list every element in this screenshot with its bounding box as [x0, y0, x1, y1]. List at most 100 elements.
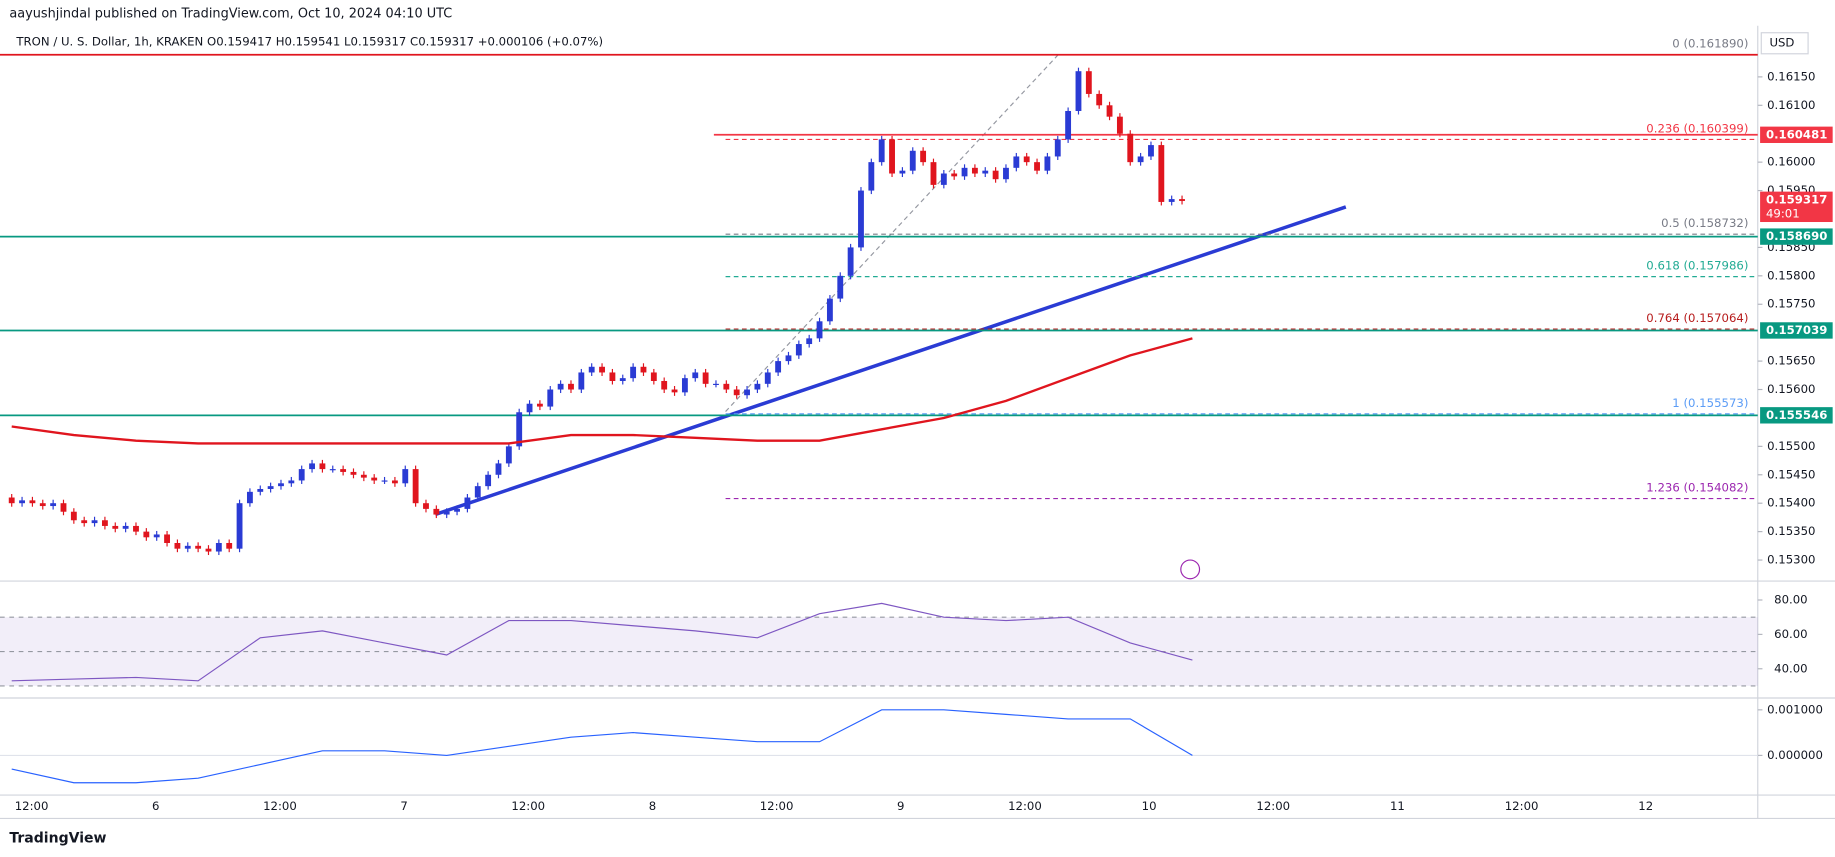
y-tick-label: 0.15600 [1767, 382, 1815, 396]
x-tick-label: 10 [1142, 799, 1157, 813]
candle [1148, 145, 1154, 157]
x-tick-label: 12:00 [1256, 799, 1290, 813]
candle [1158, 145, 1165, 202]
candle [650, 372, 657, 381]
candle [60, 503, 67, 512]
candle [744, 389, 750, 396]
candle [402, 469, 409, 484]
candle [899, 170, 906, 174]
candle [1096, 93, 1103, 106]
fib-label: 0.5 (0.158732) [1661, 216, 1748, 230]
candle [920, 150, 927, 163]
candle [112, 525, 119, 529]
candle [19, 500, 25, 504]
candle [412, 469, 419, 504]
trend-line [434, 205, 1347, 517]
candle [619, 378, 626, 381]
candle [1116, 116, 1123, 134]
currency-box [1760, 32, 1809, 55]
countdown: 49:01 [1766, 206, 1800, 220]
candle [785, 355, 792, 362]
candle [733, 389, 740, 396]
last-price-label: 0.159317 [1766, 192, 1827, 206]
candle [1168, 199, 1175, 202]
x-tick-label: 12:00 [263, 799, 297, 813]
x-tick-label: 7 [400, 799, 407, 813]
y-tick-label: 0.15750 [1767, 297, 1815, 311]
brand: TradingView [9, 830, 106, 846]
candle [70, 511, 77, 521]
candle [164, 534, 170, 543]
candle [464, 497, 471, 509]
fib-label: 0 (0.161890) [1672, 37, 1748, 51]
candle [360, 474, 367, 478]
y-tick-label: 0.16150 [1767, 69, 1815, 83]
candle [329, 469, 336, 471]
candle [692, 372, 699, 379]
x-tick-label: 12:00 [15, 799, 49, 813]
candle [588, 366, 595, 373]
fib-label: 1 (0.155573) [1672, 396, 1748, 410]
moving-average [11, 337, 1193, 445]
macd-tick-label: 0.000000 [1767, 748, 1823, 762]
y-tick-label: 0.15500 [1767, 439, 1815, 453]
event-icon [1180, 559, 1201, 580]
candle [702, 372, 709, 384]
candle [599, 366, 605, 373]
macd-tick-label: 0.001000 [1767, 702, 1823, 716]
candle [195, 545, 202, 549]
candle [847, 247, 854, 276]
candle [391, 480, 398, 484]
candle [81, 520, 88, 524]
candle [1054, 139, 1061, 157]
candle [184, 545, 191, 549]
x-tick-label: 12:00 [1505, 799, 1539, 813]
rsi-line [11, 602, 1193, 682]
candle [795, 344, 802, 356]
x-tick-label: 8 [649, 799, 656, 813]
candle [951, 173, 958, 177]
legend: TRON / U. S. Dollar, 1h, KRAKEN O0.15941… [15, 35, 603, 49]
candle [868, 162, 875, 191]
candle [609, 372, 616, 381]
x-tick-label: 12 [1638, 799, 1653, 813]
candle [940, 173, 947, 185]
level-label: 0.158690 [1766, 229, 1827, 243]
candle [878, 139, 885, 163]
x-tick-label: 12:00 [1008, 799, 1042, 813]
candle [909, 150, 916, 171]
candle [837, 275, 844, 299]
candle [1137, 156, 1144, 163]
fib-label: 0.764 (0.157064) [1646, 311, 1748, 325]
x-tick-label: 9 [897, 799, 904, 813]
y-tick-label: 0.16100 [1767, 98, 1815, 112]
macd-line [11, 709, 1193, 784]
candle [1085, 71, 1092, 94]
candle [723, 383, 730, 390]
x-tick-label: 12:00 [511, 799, 545, 813]
level-label: 0.155546 [1766, 408, 1827, 422]
candle [1013, 156, 1020, 168]
candle [423, 503, 429, 509]
candle [713, 383, 719, 386]
candle [1023, 156, 1030, 163]
candle [536, 403, 543, 407]
candle [671, 389, 678, 393]
candle [443, 511, 450, 515]
candle [433, 508, 440, 515]
candle [319, 463, 326, 470]
y-tick-label: 0.15400 [1767, 496, 1815, 510]
candle [889, 139, 895, 174]
candle [485, 474, 492, 487]
candle [174, 542, 181, 549]
candle [298, 469, 305, 481]
candle [971, 167, 978, 174]
candle [630, 366, 637, 379]
candle [39, 503, 46, 507]
y-tick-label: 0.15450 [1767, 467, 1815, 481]
candle [526, 403, 533, 413]
y-tick-label: 0.16000 [1767, 155, 1815, 169]
candle [236, 503, 243, 549]
